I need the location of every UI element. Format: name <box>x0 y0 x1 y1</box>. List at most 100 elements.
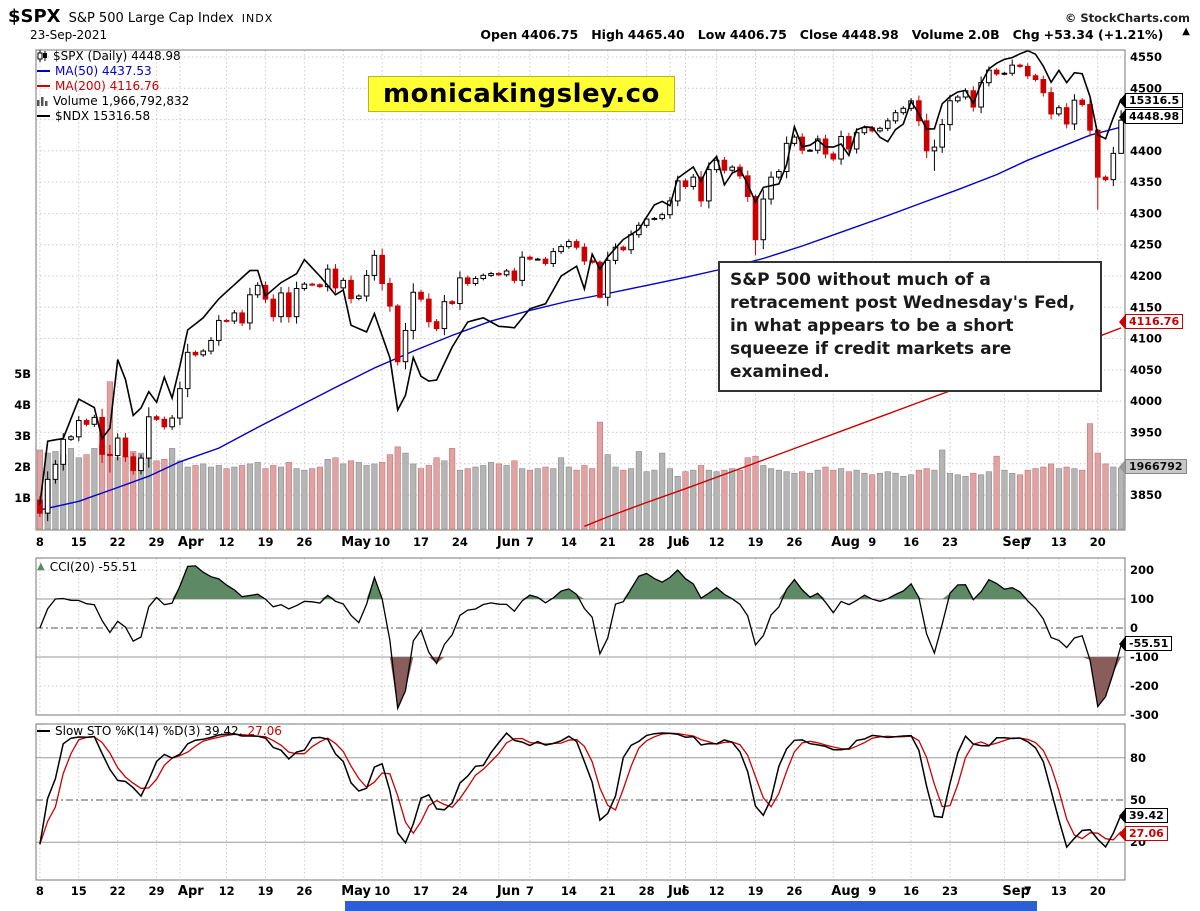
legend-ma50-label: MA(50) 4437.53 <box>55 63 152 78</box>
legend-ndx-row: $NDX 15316.58 <box>37 108 189 123</box>
svg-text:Sep: Sep <box>1002 535 1030 550</box>
legend-sto-row: Slow STO %K(14) %D(3) 39.42, 27.06 <box>37 723 282 738</box>
legend-spx-row: $SPX (Daily) 4448.98 <box>37 48 189 63</box>
svg-text:Jul: Jul <box>667 535 687 550</box>
svg-text:19: 19 <box>748 535 764 549</box>
legend-spx-label: $SPX (Daily) 4448.98 <box>53 48 181 63</box>
cci-value-callout: -55.51 <box>1119 636 1173 651</box>
quote-change: Chg +53.34 (+1.21%) <box>1012 27 1164 42</box>
svg-text:24: 24 <box>452 884 468 898</box>
callout-arrow-icon <box>1119 109 1125 124</box>
svg-text:28: 28 <box>639 884 655 898</box>
sto-k-callout: 39.42 <box>1119 808 1168 823</box>
svg-text:Apr: Apr <box>178 884 204 899</box>
svg-text:Aug: Aug <box>831 884 860 899</box>
svg-text:4250: 4250 <box>1130 238 1162 252</box>
quote-open: Open 4406.75 <box>480 27 579 42</box>
svg-text:May: May <box>341 884 371 899</box>
svg-text:24: 24 <box>452 535 468 549</box>
svg-text:14: 14 <box>561 884 577 898</box>
svg-text:12: 12 <box>709 535 725 549</box>
svg-text:1B: 1B <box>14 491 31 505</box>
svg-text:26: 26 <box>296 884 312 898</box>
svg-text:15: 15 <box>71 884 87 898</box>
legend-ndx-label: $NDX 15316.58 <box>55 108 151 123</box>
price-volume-chart: 3850390039504000405041004150420042504300… <box>14 49 1162 550</box>
legend-cci-row: ▲ CCI(20) -55.51 <box>37 559 137 574</box>
bottom-blue-bar <box>345 901 1037 911</box>
ma200-callout: 4116.76 <box>1119 314 1184 329</box>
svg-text:200: 200 <box>1130 563 1154 577</box>
svg-text:22: 22 <box>110 535 126 549</box>
svg-text:20: 20 <box>1090 884 1106 898</box>
legend-sto-d-value: 27.06 <box>247 723 282 738</box>
svg-text:21: 21 <box>600 884 616 898</box>
svg-text:4500: 4500 <box>1130 81 1162 95</box>
svg-text:17: 17 <box>413 884 429 898</box>
legend-ma200-label: MA(200) 4116.76 <box>55 78 160 93</box>
svg-text:80: 80 <box>1130 751 1146 765</box>
svg-text:19: 19 <box>257 884 273 898</box>
svg-text:7: 7 <box>1024 884 1032 898</box>
svg-text:7: 7 <box>1024 535 1032 549</box>
svg-text:12: 12 <box>219 884 235 898</box>
legend-ma200-row: MA(200) 4116.76 <box>37 78 189 93</box>
svg-text:26: 26 <box>296 535 312 549</box>
svg-text:13: 13 <box>1051 535 1067 549</box>
callout-arrow-icon <box>1119 93 1125 108</box>
svg-text:26: 26 <box>786 535 802 549</box>
sto-d-callout: 27.06 <box>1119 826 1168 841</box>
quote-high: High 4465.40 <box>591 27 685 42</box>
svg-text:100: 100 <box>1130 592 1154 606</box>
svg-text:3B: 3B <box>14 429 31 443</box>
exchange: INDX <box>241 12 274 25</box>
spx-close-callout: 4448.98 <box>1119 109 1184 124</box>
candlestick-icon <box>37 49 47 62</box>
chart-date: 23-Sep-2021 <box>30 28 108 42</box>
svg-text:26: 26 <box>786 884 802 898</box>
svg-text:4550: 4550 <box>1130 50 1162 64</box>
cci-legend: ▲ CCI(20) -55.51 <box>37 559 137 574</box>
svg-text:12: 12 <box>219 535 235 549</box>
legend-volume-row: Volume 1,966,792,832 <box>37 93 189 108</box>
svg-text:2B: 2B <box>14 460 31 474</box>
svg-text:4300: 4300 <box>1130 206 1162 220</box>
svg-text:22: 22 <box>110 884 126 898</box>
svg-text:50: 50 <box>1130 793 1146 807</box>
svg-text:4200: 4200 <box>1130 269 1162 283</box>
header-quote-row: 23-Sep-2021 Open 4406.75 High 4465.40 Low 4… <box>30 26 1190 42</box>
svg-text:4400: 4400 <box>1130 144 1162 158</box>
svg-text:4150: 4150 <box>1130 300 1162 314</box>
svg-text:19: 19 <box>257 535 273 549</box>
legend-sto-label: Slow STO %K(14) %D(3) 39.42, <box>55 723 243 738</box>
svg-text:4050: 4050 <box>1130 363 1162 377</box>
svg-text:-200: -200 <box>1130 679 1159 693</box>
svg-text:4100: 4100 <box>1130 332 1162 346</box>
quote-volume: Volume 2.0B <box>911 27 1000 42</box>
ndx-line-icon <box>37 114 50 117</box>
svg-text:0: 0 <box>1130 621 1138 635</box>
svg-text:3850: 3850 <box>1130 488 1162 502</box>
svg-text:6: 6 <box>682 884 690 898</box>
svg-text:-300: -300 <box>1130 708 1159 722</box>
callout-arrow-icon <box>1119 826 1125 841</box>
legend-cci-label: CCI(20) -55.51 <box>49 559 138 574</box>
svg-text:28: 28 <box>639 535 655 549</box>
svg-text:12: 12 <box>709 884 725 898</box>
svg-text:4350: 4350 <box>1130 175 1162 189</box>
legend-ma50-row: MA(50) 4437.53 <box>37 63 189 78</box>
stochastic-indicator-chart: 80 50 20 8 15 22 29 Apr 12 19 26 May 10 17 24 Jun 7 14 21 2… <box>35 723 1146 899</box>
symbol: $SPX <box>8 6 61 27</box>
svg-text:29: 29 <box>149 535 165 549</box>
svg-text:4000: 4000 <box>1130 394 1162 408</box>
quote-low: Low 4406.75 <box>697 27 787 42</box>
volume-bars-icon <box>37 97 48 106</box>
svg-text:29: 29 <box>149 884 165 898</box>
svg-text:10: 10 <box>374 884 390 898</box>
callout-arrow-icon <box>1119 459 1125 474</box>
svg-text:Sep: Sep <box>1002 884 1030 899</box>
svg-text:5B: 5B <box>14 367 31 381</box>
svg-text:23: 23 <box>942 535 958 549</box>
svg-text:6: 6 <box>682 535 690 549</box>
svg-text:21: 21 <box>600 535 616 549</box>
